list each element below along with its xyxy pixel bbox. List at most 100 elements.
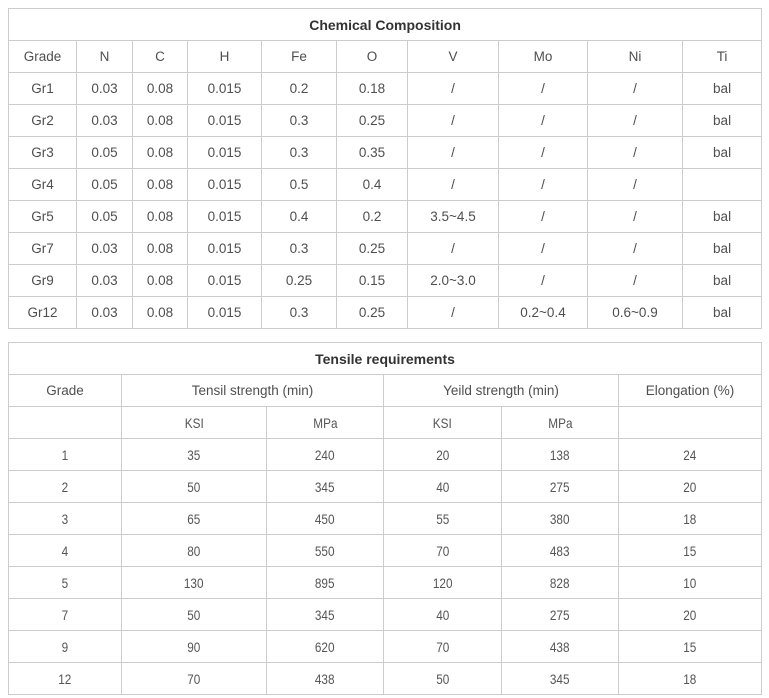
table-cell: 0.25 — [336, 296, 408, 329]
table-cell: 55 — [383, 502, 502, 535]
table-cell: 345 — [266, 470, 384, 503]
cell-value: 70 — [187, 670, 201, 687]
table-cell: 24 — [617, 438, 763, 471]
table-row: 1 35 240 20 138 24 — [8, 438, 763, 471]
table-cell: 0.08 — [132, 136, 188, 169]
table-cell: / — [407, 296, 499, 329]
unit-label: MPa — [312, 414, 338, 431]
table-cell: bal — [681, 136, 763, 169]
column-header: C — [132, 40, 188, 73]
table-cell: 0.35 — [336, 136, 408, 169]
cell-value: 483 — [550, 542, 570, 559]
table-cell: 1 — [8, 438, 122, 471]
ksi-header: KSI — [121, 406, 267, 439]
cell-value: 138 — [550, 446, 570, 463]
table-cell: 0.08 — [132, 232, 188, 265]
table-cell: 0.08 — [132, 72, 188, 105]
table-cell: Gr1 — [8, 72, 77, 105]
table-cell: 620 — [266, 630, 384, 663]
cell-value: 12 — [58, 670, 72, 687]
table-cell: 15 — [617, 534, 763, 567]
cell-value: 80 — [187, 542, 201, 559]
cell-value: 895 — [315, 574, 335, 591]
cell-value: 828 — [550, 574, 570, 591]
table-cell: 90 — [121, 630, 267, 663]
table-cell: Gr2 — [8, 104, 77, 137]
table-cell: 0.015 — [187, 264, 262, 297]
cell-value: 65 — [187, 510, 201, 527]
table-cell: / — [587, 232, 683, 265]
table-row: Gr2 0.03 0.08 0.015 0.3 0.25// / bal — [8, 104, 763, 137]
table-cell: 0.4 — [261, 200, 337, 233]
table-cell: 0.25 — [261, 264, 337, 297]
cell-value: 275 — [550, 478, 570, 495]
table-cell: 2.0~3.0 — [407, 264, 499, 297]
table-cell: 130 — [121, 566, 267, 599]
table-cell: / — [498, 136, 588, 169]
cell-value: 10 — [683, 574, 697, 591]
cell-value: 20 — [435, 446, 450, 463]
table-cell: 20 — [383, 438, 502, 471]
grade-header: Grade — [8, 374, 122, 407]
table-cell: 0.015 — [187, 72, 262, 105]
table-row: Gr1 0.03 0.08 0.015 0.2 0.18// / bal — [8, 72, 763, 105]
table-cell: 0.08 — [132, 168, 188, 201]
table-row: Gr9 0.03 0.08 0.015 0.25 0.15 2.0~3.0// bal — [8, 264, 763, 297]
cell-value: 24 — [683, 446, 697, 463]
cell-value: 20 — [683, 478, 697, 495]
table-row: 4 80 550 70 483 15 — [8, 534, 763, 567]
tensile-requirements-table: Tensile requirements Grade Tensil streng… — [7, 342, 763, 695]
table-title-row: Chemical Composition — [7, 8, 763, 41]
cell-value: 9 — [61, 638, 69, 655]
table-row: Gr12 0.03 0.08 0.015 0.3 0.25/0.2~0.4 0.6~0.9 b… — [8, 296, 763, 329]
table-cell: / — [407, 232, 499, 265]
cell-value: 620 — [315, 638, 335, 655]
table-cell: 0.015 — [187, 232, 262, 265]
table-cell: 50 — [383, 662, 502, 695]
cell-value: 70 — [435, 638, 450, 655]
cell-value: 40 — [435, 606, 450, 623]
unit-header-row: KSI MPa KSI MPa — [8, 406, 763, 439]
table-cell: 0.2 — [261, 72, 337, 105]
table-cell: 15 — [617, 630, 763, 663]
table-cell: 0.015 — [187, 136, 262, 169]
table-cell: 0.6~0.9 — [587, 296, 683, 329]
column-header-row: Grade N C H Fe O V Mo Ni Ti — [8, 40, 763, 73]
table-cell: / — [498, 200, 588, 233]
cell-value: 345 — [550, 670, 570, 687]
table-cell: Gr5 — [8, 200, 77, 233]
table-cell: bal — [681, 104, 763, 137]
table-cell: 10 — [617, 566, 763, 599]
table-cell: / — [498, 168, 588, 201]
table-cell: 0.015 — [187, 168, 262, 201]
table-cell: 9 — [8, 630, 122, 663]
cell-value: 438 — [550, 638, 570, 655]
mpa-header: MPa — [501, 406, 619, 439]
table-cell: 4 — [8, 534, 122, 567]
table-cell: / — [498, 104, 588, 137]
table-cell: / — [407, 168, 499, 201]
cell-value: 7 — [61, 606, 69, 623]
table-cell: 0.18 — [336, 72, 408, 105]
table-cell: 0.2~0.4 — [498, 296, 588, 329]
table-cell: / — [407, 104, 499, 137]
cell-value: 50 — [187, 478, 201, 495]
table-cell: 0.05 — [76, 200, 133, 233]
cell-value: 50 — [435, 670, 450, 687]
table-cell: 483 — [501, 534, 619, 567]
column-header: O — [336, 40, 408, 73]
cell-value: 15 — [683, 638, 697, 655]
elongation-header: Elongation (%) — [617, 374, 763, 407]
cell-value: 70 — [435, 542, 450, 559]
table-cell: / — [587, 72, 683, 105]
table-row: 2 50 345 40 275 20 — [8, 470, 763, 503]
table-row: Gr7 0.03 0.08 0.015 0.3 0.25// / bal — [8, 232, 763, 265]
table-row: Gr5 0.05 0.08 0.015 0.4 0.2 3.5~4.5// bal — [8, 200, 763, 233]
column-header: Mo — [498, 40, 588, 73]
chemical-composition-title: Chemical Composition — [7, 8, 763, 41]
table-row: 7 50 345 40 275 20 — [8, 598, 763, 631]
table-cell: bal — [681, 200, 763, 233]
table-cell: 0.25 — [336, 104, 408, 137]
table-cell: 895 — [266, 566, 384, 599]
cell-value: 18 — [683, 510, 697, 527]
